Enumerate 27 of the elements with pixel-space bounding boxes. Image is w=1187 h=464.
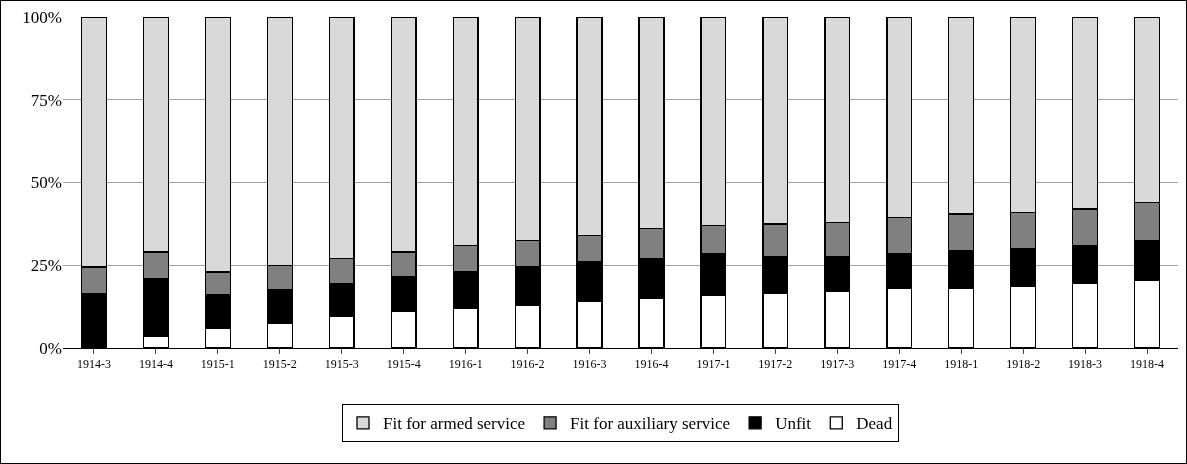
x-tick-label: 1915-3	[324, 357, 359, 372]
legend-label: Fit for auxiliary service	[570, 414, 731, 434]
x-tick-label: 1915-2	[262, 357, 297, 372]
y-tick-label: 75%	[30, 90, 62, 110]
x-tick-label: 1914-4	[138, 357, 173, 372]
x-tick-label: 1918-1	[944, 357, 979, 372]
y-tick-label: 0%	[39, 338, 62, 358]
x-tick-label: 1916-1	[448, 357, 483, 372]
x-tick-label: 1916-4	[634, 357, 669, 372]
legend-label: Unfit	[775, 414, 812, 434]
y-tick-label: 100%	[22, 7, 62, 27]
x-tick-label: 1918-3	[1068, 357, 1103, 372]
x-tick-label: 1916-2	[510, 357, 545, 372]
x-tick-label: 1917-1	[696, 357, 731, 372]
x-tick-label: 1917-2	[758, 357, 793, 372]
y-tick-label: 50%	[30, 173, 62, 193]
x-tick-label: 1917-4	[882, 357, 917, 372]
x-tick-label: 1914-3	[76, 357, 111, 372]
x-tick-label: 1916-3	[572, 357, 607, 372]
x-tick-label: 1918-2	[1006, 357, 1041, 372]
x-tick-label: 1917-3	[820, 357, 855, 372]
legend-label: Fit for armed service	[383, 414, 526, 434]
x-tick-label: 1915-1	[200, 357, 235, 372]
y-tick-label: 25%	[30, 256, 62, 276]
x-tick-label: 1918-4	[1130, 357, 1165, 372]
legend-label: Dead	[856, 414, 893, 434]
x-tick-label: 1915-4	[386, 357, 421, 372]
